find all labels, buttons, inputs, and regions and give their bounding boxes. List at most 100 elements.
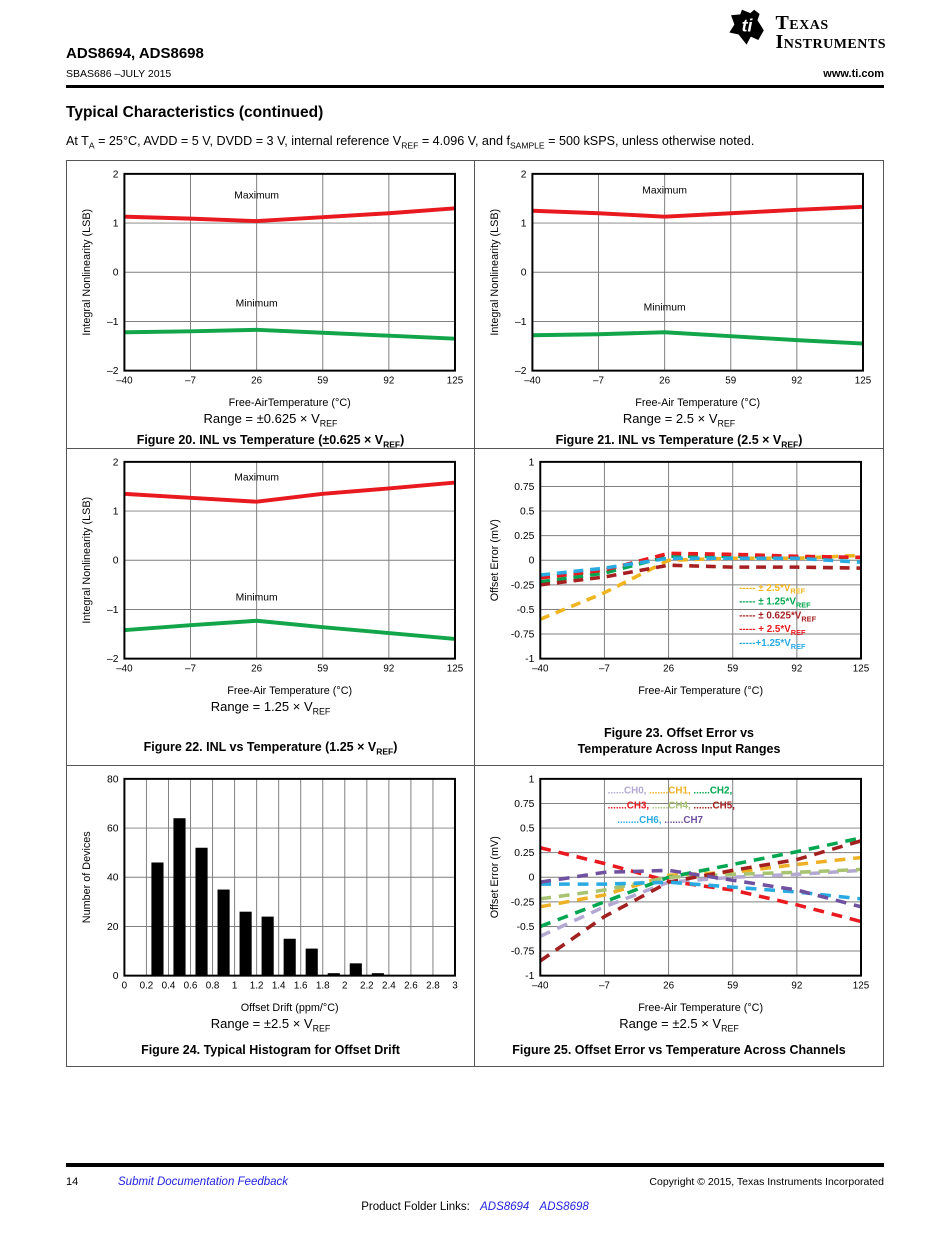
figure-20-caption: Figure 20. INL vs Temperature (±0.625 × …: [136, 433, 405, 449]
figure-25-chart: –40 –7 26 59 92 125 -1 -0.75 -0.5 -0.25 0 0.25 0.5 0.…: [489, 774, 870, 1014]
svg-text:0: 0: [112, 971, 118, 982]
svg-text:26: 26: [663, 980, 674, 991]
svg-text:Free-Air Temperature (°C): Free-Air Temperature (°C): [635, 397, 760, 409]
svg-text:Offset Drift (ppm/°C): Offset Drift (ppm/°C): [240, 1002, 338, 1014]
svg-text:–40: –40: [116, 375, 133, 386]
product-links-label: Product Folder Links:: [361, 1201, 470, 1213]
product-folder-links: Product Folder Links: ADS8694 ADS8698: [66, 1201, 884, 1213]
svg-text:2: 2: [112, 169, 118, 180]
svg-text:2: 2: [521, 169, 527, 180]
svg-text:0: 0: [112, 267, 118, 278]
figure-22-caption: Figure 22. INL vs Temperature (1.25 × VR…: [143, 739, 398, 757]
brand-line-1: Texas: [775, 12, 829, 34]
svg-text:......CH0, .......CH1, ......C: ......CH0, .......CH1, ......CH2,: [608, 785, 733, 796]
svg-text:2: 2: [342, 980, 347, 991]
svg-text:59: 59: [727, 980, 738, 991]
part-numbers: ADS8694, ADS8698: [66, 45, 204, 62]
svg-text:Minimum: Minimum: [235, 592, 277, 603]
section-title: Typical Characteristics (continued): [66, 104, 324, 121]
product-link-ads8698[interactable]: ADS8698: [539, 1201, 589, 1213]
svg-text:1.6: 1.6: [293, 980, 307, 991]
page-number: 14: [66, 1176, 79, 1188]
figure-24-range: Range = ±2.5 × VREF: [210, 1015, 331, 1034]
figure-24-panel: 0 0.2 0.4 0.6 0.8 1 1.2 1.4 1.6 1.8 2 2.2 2.4 2.6 2.8 3…: [67, 765, 475, 1066]
svg-text:-1: -1: [525, 654, 534, 665]
svg-text:Minimum: Minimum: [235, 298, 277, 309]
svg-text:Free-Air Temperature (°C): Free-Air Temperature (°C): [638, 1002, 763, 1014]
svg-text:Free-Air Temperature (°C): Free-Air Temperature (°C): [227, 685, 352, 697]
svg-text:2: 2: [112, 457, 118, 468]
svg-text:Maximum: Maximum: [642, 185, 687, 196]
svg-text:–40: –40: [524, 375, 541, 386]
svg-text:125: 125: [446, 663, 462, 674]
svg-text:-1: -1: [525, 971, 534, 982]
footer-row: 14 Submit Documentation Feedback Copyrig…: [66, 1176, 884, 1188]
figure-21-panel: –40 –7 26 59 92 125 –2 –1 0 1 2 Free-Air Temperatur…: [475, 161, 883, 449]
figure-20-chart: –40 –7 26 59 92 125 –2 –1 0 1 2 Free-AirTemperature…: [80, 169, 462, 409]
svg-text:0: 0: [521, 267, 527, 278]
svg-text:Minimum: Minimum: [644, 302, 686, 313]
svg-text:80: 80: [107, 774, 119, 785]
svg-text:2.6: 2.6: [404, 980, 418, 991]
svg-text:ti: ti: [742, 16, 754, 36]
svg-text:2.2: 2.2: [359, 980, 373, 991]
figure-22-chart: –40 –7 26 59 92 125 –2 –1 0 1 2 Free-Air Temperatur…: [80, 457, 462, 697]
doc-info-row: SBAS686 –JULY 2015 www.ti.com: [66, 68, 884, 88]
svg-text:–2: –2: [107, 366, 119, 377]
ti-logo: ti Texas Instruments: [726, 7, 886, 52]
svg-text:–1: –1: [515, 316, 527, 327]
product-link-ads8694[interactable]: ADS8694: [480, 1201, 530, 1213]
svg-text:----- ± 1.25*VREF: ----- ± 1.25*VREF: [739, 596, 811, 609]
svg-text:0.5: 0.5: [520, 823, 535, 834]
figure-25-caption: Figure 25. Offset Error vs Temperature A…: [512, 1043, 846, 1058]
figure-grid: –40 –7 26 59 92 125 –2 –1 0 1 2 Free-AirTemperature…: [66, 159, 884, 1067]
svg-text:92: 92: [791, 375, 802, 386]
svg-text:........CH6, .......CH7: ........CH6, .......CH7: [617, 815, 703, 826]
svg-text:59: 59: [727, 663, 738, 674]
svg-text:0.4: 0.4: [161, 980, 175, 991]
svg-text:0: 0: [529, 872, 535, 883]
figure-23-panel: –40 –7 26 59 92 125 -1 -0.75 -0.5 -0.25 0 0.25 0.5 0.…: [475, 449, 883, 766]
website-link[interactable]: www.ti.com: [823, 68, 884, 80]
svg-text:Free-Air Temperature (°C): Free-Air Temperature (°C): [638, 685, 763, 697]
svg-text:Offset Error (mV): Offset Error (mV): [489, 519, 501, 601]
svg-text:–7: –7: [599, 663, 610, 674]
figure-23-chart: –40 –7 26 59 92 125 -1 -0.75 -0.5 -0.25 0 0.25 0.5 0.…: [489, 457, 870, 697]
figure-20-panel: –40 –7 26 59 92 125 –2 –1 0 1 2 Free-AirTemperature…: [67, 160, 475, 449]
svg-text:Free-AirTemperature (°C): Free-AirTemperature (°C): [228, 397, 350, 409]
svg-text:92: 92: [791, 980, 802, 991]
svg-text:1: 1: [231, 980, 236, 991]
svg-text:3: 3: [452, 980, 458, 991]
page-header: ADS8694, ADS8698 SBAS686 –JULY 2015 www.…: [66, 0, 884, 88]
svg-text:–40: –40: [532, 663, 549, 674]
figure-21-chart: –40 –7 26 59 92 125 –2 –1 0 1 2 Free-Air Temperatur…: [489, 169, 871, 409]
svg-text:0.2: 0.2: [139, 980, 153, 991]
svg-text:0.75: 0.75: [514, 798, 534, 809]
svg-text:2.4: 2.4: [382, 980, 396, 991]
figure-25-panel: –40 –7 26 59 92 125 -1 -0.75 -0.5 -0.25 0 0.25 0.5 0.…: [475, 766, 883, 1066]
svg-text:Integral Nonlinearity (LSB): Integral Nonlinearity (LSB): [489, 208, 501, 335]
svg-text:-0.25: -0.25: [511, 580, 535, 591]
svg-text:–40: –40: [532, 980, 549, 991]
svg-text:.......CH3, ......CH4, .......: .......CH3, ......CH4, .......CH5,: [608, 800, 736, 811]
page-footer: 14 Submit Documentation Feedback Copyrig…: [66, 1163, 884, 1213]
ti-brand-text: Texas Instruments: [775, 12, 886, 53]
feedback-link[interactable]: Submit Documentation Feedback: [118, 1176, 289, 1188]
svg-text:26: 26: [663, 663, 674, 674]
svg-text:1: 1: [112, 218, 118, 229]
svg-text:26: 26: [659, 375, 670, 386]
test-conditions: At TA = 25°C, AVDD = 5 V, DVDD = 3 V, in…: [66, 134, 755, 151]
svg-text:1: 1: [521, 218, 527, 229]
figure-21-range: Range = 2.5 × VREF: [622, 410, 736, 429]
svg-text:0.5: 0.5: [520, 506, 535, 517]
svg-text:26: 26: [251, 663, 262, 674]
svg-text:–2: –2: [107, 654, 119, 665]
svg-text:92: 92: [383, 375, 394, 386]
svg-text:60: 60: [107, 823, 119, 834]
svg-text:----- ± 2.5*VREF: ----- ± 2.5*VREF: [739, 582, 806, 595]
svg-text:0.25: 0.25: [514, 848, 534, 859]
figure-25-range: Range = ±2.5 × VREF: [619, 1015, 739, 1034]
brand-line-2: Instruments: [775, 31, 886, 53]
svg-text:Offset Error (mV): Offset Error (mV): [489, 836, 501, 918]
